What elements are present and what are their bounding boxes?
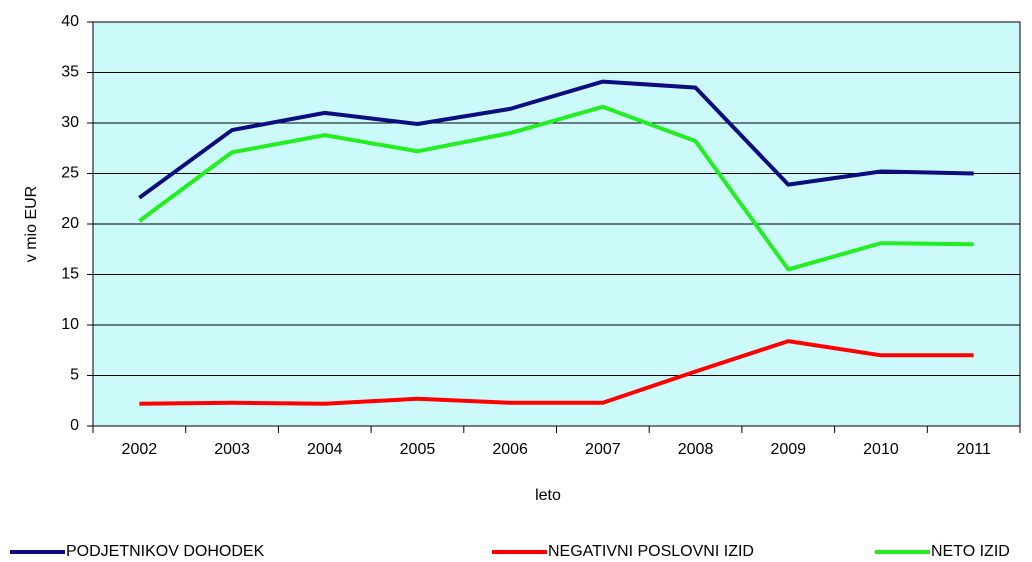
y-tick-label: 10: [61, 316, 79, 333]
x-tick-label: 2011: [956, 441, 991, 458]
x-tick-label: 2008: [678, 441, 714, 458]
x-tick-label: 2010: [863, 441, 899, 458]
y-axis-label: v mio EUR: [23, 186, 40, 262]
y-tick-label: 5: [70, 367, 79, 384]
x-tick-label: 2006: [492, 441, 528, 458]
y-tick-label: 0: [70, 417, 79, 434]
series-line: [138, 79, 974, 200]
y-tick-label: 15: [61, 266, 79, 283]
y-tick-label: 35: [61, 64, 79, 81]
y-tick-label: 30: [61, 114, 79, 131]
y-tick-label: 20: [61, 215, 79, 232]
legend-label: PODJETNIKOV DOHODEK: [66, 543, 265, 560]
y-tick-label: 25: [61, 165, 79, 182]
x-tick-label: 2009: [770, 441, 806, 458]
x-tick-label: 2003: [214, 441, 250, 458]
x-tick-label: 2007: [585, 441, 621, 458]
series-line: [138, 104, 974, 272]
y-tick-label: 40: [61, 13, 79, 30]
x-tick-label: 2005: [400, 441, 436, 458]
x-tick-label: 2004: [307, 441, 343, 458]
series-line: [139, 339, 974, 406]
x-axis-label: leto: [535, 487, 561, 504]
legend-label: NETO IZID: [931, 543, 1010, 560]
legend-label: NEGATIVNI POSLOVNI IZID: [548, 543, 754, 560]
x-tick-label: 2002: [122, 441, 158, 458]
